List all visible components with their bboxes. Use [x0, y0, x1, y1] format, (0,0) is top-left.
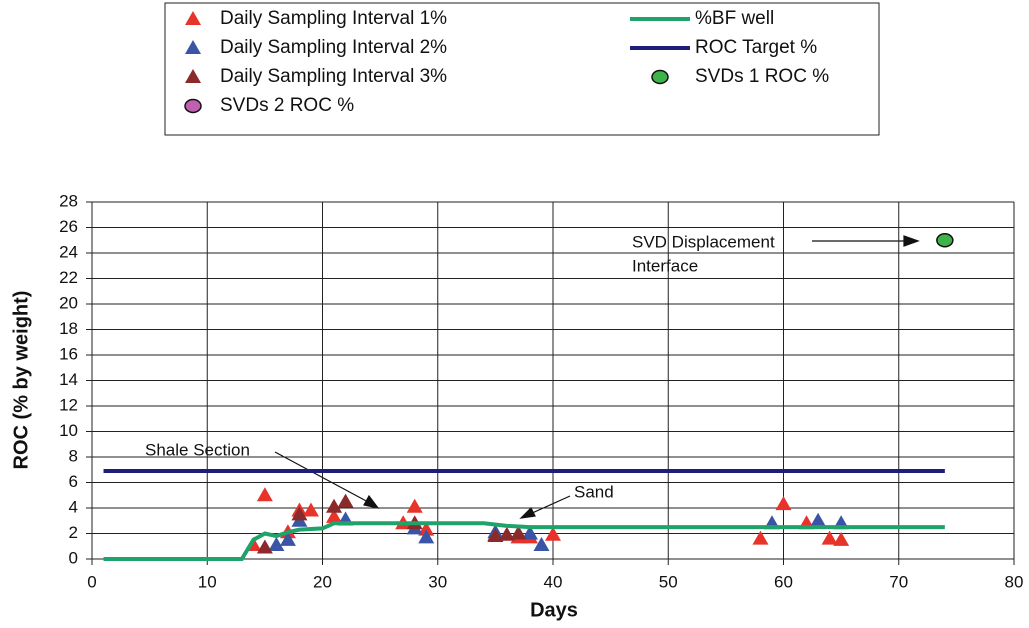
legend-marker: [184, 98, 202, 114]
data-point: [406, 498, 423, 513]
y-tick-label: 4: [69, 497, 78, 516]
legend-label: SVDs 2 ROC %: [220, 95, 354, 116]
y-tick-label: 20: [59, 293, 78, 312]
x-tick-label: 60: [774, 572, 793, 591]
data-point: [418, 521, 435, 536]
y-tick-label: 10: [59, 421, 78, 440]
x-tick-label: 0: [87, 572, 96, 591]
legend-label: Daily Sampling Interval 1%: [220, 8, 447, 29]
data-point: [936, 233, 954, 248]
data-point: [775, 496, 792, 511]
data-point: [256, 487, 273, 502]
y-tick-label: 8: [69, 446, 78, 465]
x-tick-label: 20: [313, 572, 332, 591]
data-point: [510, 525, 527, 540]
legend-marker: [651, 69, 669, 85]
legend-marker: [185, 11, 201, 25]
data-point: [291, 506, 308, 521]
legend-box: [164, 2, 880, 136]
y-tick-label: 12: [59, 395, 78, 414]
data-point: [337, 493, 354, 508]
annotation-arrows: [274, 235, 920, 519]
data-point: [302, 502, 319, 517]
y-tick-label: 14: [59, 370, 78, 389]
x-axis-title: Days: [530, 599, 578, 621]
legend-marker: [185, 40, 201, 54]
y-tick-label: 16: [59, 344, 78, 363]
x-tick-label: 50: [659, 572, 678, 591]
data-line: [103, 521, 945, 561]
y-tick-label: 28: [59, 191, 78, 210]
y-tick-label: 26: [59, 217, 78, 236]
y-tick-label: 0: [69, 548, 78, 567]
y-tick-label: 6: [69, 472, 78, 491]
data-point: [268, 536, 285, 551]
x-tick-label: 80: [1005, 572, 1024, 591]
x-tick-label: 40: [544, 572, 563, 591]
y-tick-label: 2: [69, 523, 78, 542]
legend-label: ROC Target %: [695, 37, 817, 58]
y-tick-label: 18: [59, 319, 78, 338]
annotation: Sand: [574, 482, 614, 501]
data-point: [752, 530, 769, 545]
data-point: [256, 539, 273, 554]
x-tick-label: 10: [198, 572, 217, 591]
x-tick-label: 30: [428, 572, 447, 591]
data-point: [533, 536, 550, 551]
y-axis-title: ROC (% by weight): [10, 291, 32, 470]
data-point: [810, 512, 827, 527]
legend-label: Daily Sampling Interval 2%: [220, 37, 447, 58]
data-point: [326, 498, 343, 513]
legend-label: %BF well: [695, 8, 774, 29]
data-point: [521, 525, 538, 540]
x-tick-label: 70: [889, 572, 908, 591]
data-point: [326, 508, 343, 523]
data-point: [833, 531, 850, 546]
data-point: [498, 526, 515, 541]
data-point: [279, 531, 296, 546]
legend-label: Daily Sampling Interval 3%: [220, 66, 447, 87]
data-point: [487, 528, 504, 543]
annotation: Interface: [632, 256, 698, 275]
y-tick-label: 24: [59, 242, 78, 261]
y-tick-label: 22: [59, 268, 78, 287]
annotation: SVD Displacement: [632, 232, 775, 251]
data-point: [821, 530, 838, 545]
annotation: Shale Section: [145, 440, 250, 459]
data-point: [418, 529, 435, 544]
legend-marker: [185, 69, 201, 83]
legend-label: SVDs 1 ROC %: [695, 66, 829, 87]
data-point: [545, 526, 561, 541]
